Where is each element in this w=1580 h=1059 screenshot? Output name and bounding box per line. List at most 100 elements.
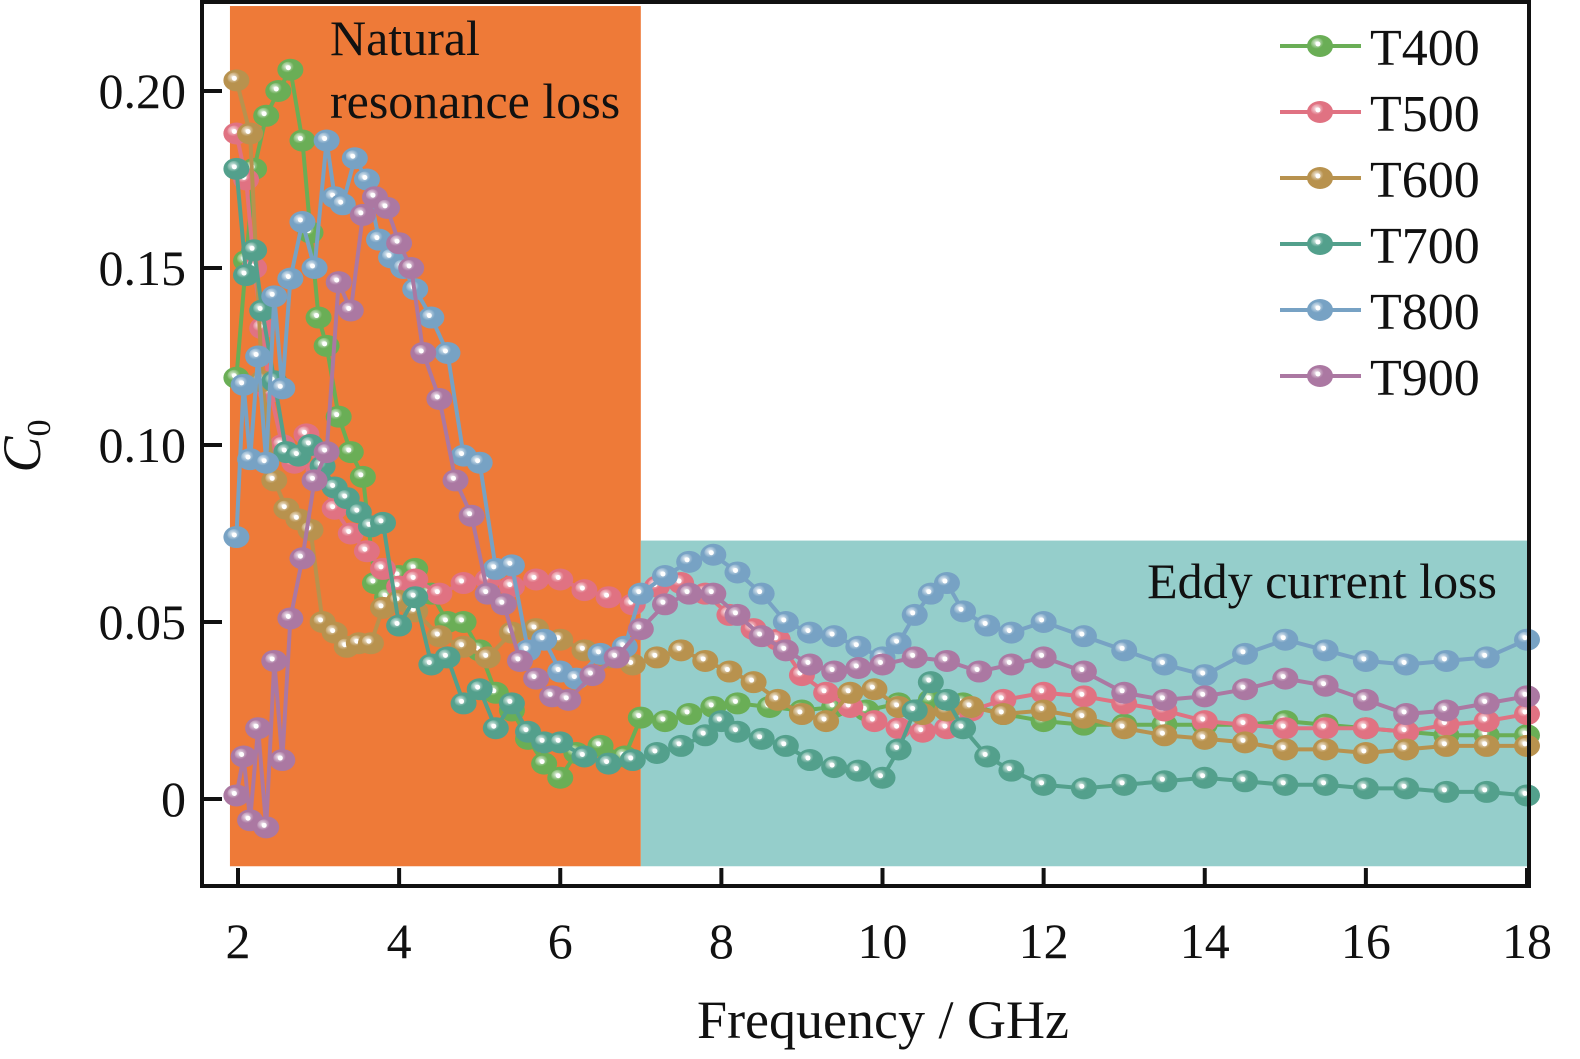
data-point [933, 572, 960, 595]
data-point [845, 759, 872, 782]
data-point [353, 168, 380, 191]
x-tick-label: 16 [1341, 913, 1391, 969]
data-point [1070, 660, 1097, 683]
data-point [1393, 720, 1420, 743]
data-point [861, 710, 888, 733]
data-point [410, 341, 437, 364]
data-point [748, 727, 775, 750]
data-point [1473, 734, 1500, 757]
data-point [337, 441, 364, 464]
y-axis-ticks: 0 0.05 0.10 0.15 0.20 [99, 63, 222, 827]
data-point [506, 649, 533, 672]
data-point [325, 405, 352, 428]
data-point [1272, 717, 1299, 740]
data-point [1232, 713, 1259, 736]
data-point [1191, 710, 1218, 733]
y-axis-title-sub: 0 [21, 419, 58, 436]
data-point [245, 345, 272, 368]
legend-item-t800: T800 [1280, 284, 1480, 341]
data-point [595, 752, 622, 775]
data-point [374, 196, 401, 219]
data-point [772, 639, 799, 662]
region-label-natural-line2: resonance loss [330, 73, 620, 129]
data-point [796, 749, 823, 772]
data-point [901, 699, 928, 722]
region-label-natural-line1: Natural [330, 10, 480, 66]
data-point [223, 526, 250, 549]
data-point [523, 568, 550, 591]
data-point [595, 586, 622, 609]
data-point [531, 628, 558, 651]
data-point [349, 203, 376, 226]
data-point [966, 660, 993, 683]
data-point [627, 618, 654, 641]
data-point [1070, 685, 1097, 708]
data-point [619, 749, 646, 772]
data-point [958, 695, 985, 718]
data-point [861, 678, 888, 701]
data-point [466, 451, 493, 474]
data-point [813, 710, 840, 733]
x-tick-label: 8 [709, 913, 734, 969]
region-labels: Natural resonance loss Eddy current loss [330, 10, 1497, 609]
data-point [523, 667, 550, 690]
data-point [1312, 674, 1339, 697]
data-point [233, 264, 260, 287]
legend-item-t900: T900 [1280, 350, 1480, 407]
data-point [869, 766, 896, 789]
data-point [1191, 727, 1218, 750]
data-point [950, 717, 977, 740]
data-point [1030, 646, 1057, 669]
data-point [1272, 667, 1299, 690]
data-point [692, 649, 719, 672]
y-tick-label: 0.15 [99, 240, 187, 296]
data-point [1151, 770, 1178, 793]
data-point [289, 129, 316, 152]
data-point [1312, 717, 1339, 740]
data-point [998, 621, 1025, 644]
data-point [265, 80, 292, 102]
data-point [700, 543, 727, 566]
data-point [845, 635, 872, 658]
data-point [627, 706, 654, 729]
data-point [402, 568, 429, 591]
data-point [676, 703, 703, 726]
data-point [748, 582, 775, 605]
data-point [627, 582, 654, 605]
data-point [547, 766, 574, 789]
data-point [821, 625, 848, 648]
x-axis-ticks: 2 4 6 8 10 12 14 16 18 [226, 868, 1552, 969]
data-point [885, 632, 912, 655]
data-point [724, 692, 751, 715]
data-point [813, 681, 840, 704]
legend-label: T800 [1370, 284, 1480, 341]
data-point [837, 681, 864, 704]
data-point [796, 653, 823, 676]
data-point [1070, 777, 1097, 800]
data-point [1191, 766, 1218, 789]
data-point [1473, 646, 1500, 669]
data-point [1151, 688, 1178, 711]
data-point [426, 625, 453, 648]
data-point [253, 816, 280, 839]
data-point [1393, 653, 1420, 676]
data-point [917, 671, 944, 694]
data-point [748, 625, 775, 648]
data-point [1151, 724, 1178, 747]
data-point [398, 257, 425, 279]
data-point [261, 285, 288, 308]
y-axis-title: C0 [0, 419, 58, 472]
series-line-t900 [234, 195, 1528, 830]
data-point [950, 600, 977, 623]
data-point [498, 692, 525, 715]
data-point [1352, 741, 1379, 764]
data-point [1433, 699, 1460, 722]
data-point [772, 734, 799, 757]
data-point [651, 593, 678, 616]
data-point [289, 210, 316, 233]
data-point [370, 511, 397, 534]
data-point [821, 660, 848, 683]
series-t900 [223, 186, 1540, 839]
data-point [269, 377, 296, 400]
